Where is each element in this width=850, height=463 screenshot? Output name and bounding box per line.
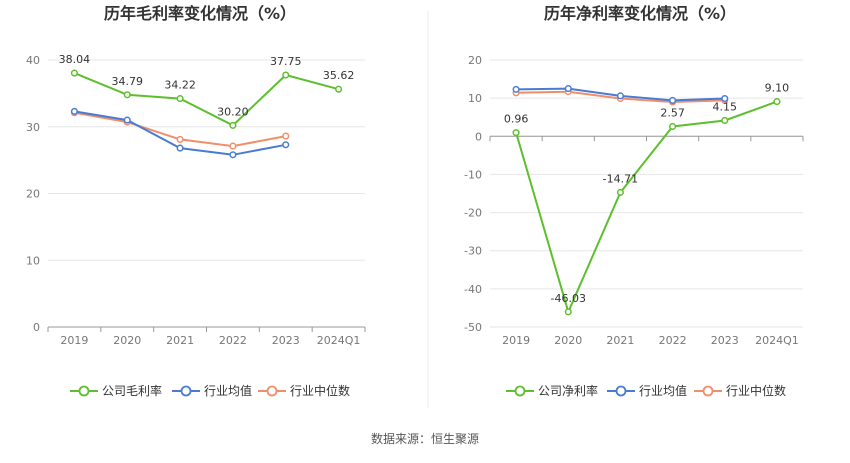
y-tick-label: -50 (464, 321, 482, 334)
x-tick-label: 2021 (606, 334, 634, 347)
y-tick-label: 0 (475, 130, 482, 143)
legend-marker (615, 385, 627, 397)
legend-label: 公司净利率 (538, 383, 598, 398)
data-point-company (229, 121, 237, 129)
x-tick-label: 2024Q1 (755, 334, 799, 347)
legend-marker (514, 385, 526, 397)
data-point-industry_median (176, 135, 184, 143)
x-tick-label: 2019 (502, 334, 530, 347)
data-label: 34.79 (112, 75, 144, 88)
data-point-industry_avg (669, 96, 677, 104)
legend-item-company: 公司净利率 (506, 383, 598, 398)
data-point-industry_avg (229, 151, 237, 159)
data-point-company (669, 122, 677, 131)
y-tick-label: 40 (26, 54, 40, 67)
data-point-company (335, 85, 343, 93)
y-tick-label: -10 (464, 168, 482, 181)
chart-panel-1: 历年毛利率变化情况（%） 0 10 20 30 40 2019 2020 2021 2022 202… (26, 4, 366, 398)
data-label: 0.96 (504, 113, 529, 126)
legend-marker (266, 385, 278, 397)
y-tick-label: -40 (464, 283, 482, 296)
series-line-company (515, 100, 778, 315)
legend-item-industry_avg: 行业均值 (607, 383, 687, 398)
data-point-company (70, 69, 78, 77)
data-point-company (512, 129, 520, 137)
x-tick-label: 2023 (272, 334, 300, 347)
data-label: 37.75 (270, 55, 302, 68)
legend-item-industry_median: 行业中位数 (258, 383, 350, 398)
data-point-company (773, 98, 781, 106)
x-tick-label: 2019 (60, 334, 88, 347)
data-label: 38.04 (59, 53, 91, 66)
data-point-company (282, 71, 290, 79)
series-line-company (74, 72, 339, 127)
data-point-company (564, 308, 572, 316)
data-label: -14.71 (603, 172, 638, 185)
data-point-industry_avg (176, 144, 184, 152)
data-point-company (616, 188, 624, 196)
y-tick-label: 10 (26, 254, 40, 267)
data-point-industry_avg (721, 94, 729, 103)
x-tick-label: 2024Q1 (317, 334, 361, 347)
data-point-industry_avg (70, 107, 78, 115)
x-tick-label: 2020 (554, 334, 582, 347)
legend-marker (180, 385, 192, 397)
legend-marker (78, 385, 90, 397)
data-source-label: 数据来源：恒生聚源 (371, 431, 479, 446)
data-point-industry_avg (616, 92, 624, 100)
data-label: -46.03 (551, 292, 586, 305)
x-tick-label: 2022 (219, 334, 247, 347)
data-label: 30.20 (217, 105, 249, 118)
data-point-industry_median (282, 132, 290, 140)
data-point-industry_avg (123, 116, 131, 124)
y-tick-label: 30 (26, 121, 40, 134)
x-tick-label: 2020 (113, 334, 141, 347)
data-label: 9.10 (765, 82, 790, 95)
legend-item-industry_avg: 行业均值 (172, 383, 252, 398)
data-point-industry_avg (564, 85, 572, 93)
data-label: 35.62 (323, 69, 355, 82)
y-tick-label: -20 (464, 207, 482, 220)
data-point-industry_median (229, 142, 237, 150)
x-tick-label: 2022 (659, 334, 687, 347)
x-tick-label: 2021 (166, 334, 194, 347)
chart-title: 历年净利率变化情况（%） (544, 4, 736, 23)
data-label: 34.22 (164, 79, 196, 92)
legend-item-company: 公司毛利率 (70, 383, 162, 398)
y-tick-label: 10 (468, 92, 482, 105)
chart-panel-2: 历年净利率变化情况（%） -50 -40 -30 -20 -10 0 10 20 2019 2020… (464, 4, 804, 398)
y-tick-label: 20 (468, 54, 482, 67)
y-tick-label: 20 (26, 188, 40, 201)
data-point-industry_avg (282, 141, 290, 149)
chart-title: 历年毛利率变化情况（%） (104, 4, 296, 23)
legend-label: 公司毛利率 (102, 383, 162, 398)
y-tick-label: -30 (464, 245, 482, 258)
data-point-company (721, 116, 729, 125)
legend-marker (702, 385, 714, 397)
legend-label: 行业均值 (204, 383, 252, 398)
legend-label: 行业中位数 (726, 383, 786, 398)
legend-label: 行业中位数 (290, 383, 350, 398)
data-point-company (176, 95, 184, 103)
legend-item-industry_median: 行业中位数 (694, 383, 786, 398)
data-point-company (123, 91, 131, 99)
data-label: 2.57 (660, 106, 685, 119)
y-tick-label: 0 (33, 321, 40, 334)
legend-label: 行业均值 (639, 383, 687, 398)
data-point-industry_avg (512, 85, 520, 93)
data-label: 4.15 (713, 100, 738, 113)
x-tick-label: 2023 (711, 334, 739, 347)
